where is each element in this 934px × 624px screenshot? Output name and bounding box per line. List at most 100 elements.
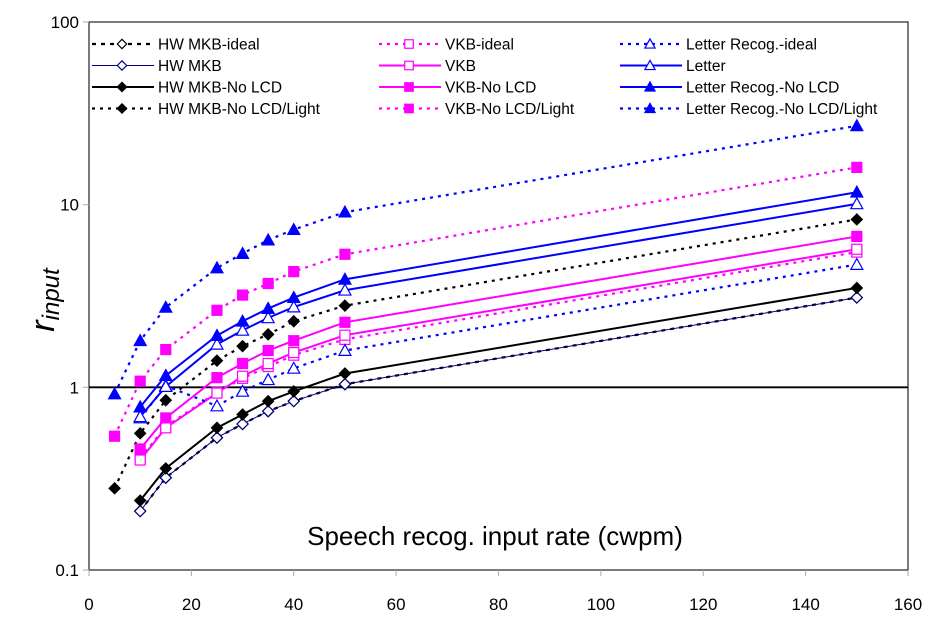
series-line xyxy=(139,248,857,461)
data-point xyxy=(287,394,301,408)
legend-marker xyxy=(116,102,128,115)
data-point xyxy=(849,118,864,132)
legend-label: Letter Recog.-No LCD xyxy=(686,80,839,97)
data-point xyxy=(339,329,351,341)
legend-marker xyxy=(643,80,657,92)
series-hw-mkb-no-lcd-light xyxy=(108,213,864,495)
data-point xyxy=(261,310,276,324)
legend-marker xyxy=(116,59,128,72)
data-point xyxy=(286,290,301,303)
data-point xyxy=(236,357,249,370)
data-point xyxy=(339,248,351,260)
x-tick-label: 80 xyxy=(489,595,508,614)
data-point xyxy=(339,316,351,328)
data-point xyxy=(211,304,223,316)
data-point xyxy=(262,277,274,290)
series-line xyxy=(113,124,857,395)
series-letter-recog-ideal xyxy=(133,257,864,424)
data-point xyxy=(209,260,224,274)
data-point xyxy=(338,377,352,391)
legend-item: Letter xyxy=(620,58,726,75)
x-tick-label: 120 xyxy=(689,595,717,614)
x-tick-label: 100 xyxy=(587,595,615,614)
legend-label: Letter Recog.-ideal xyxy=(686,37,817,54)
legend-item: VKB-No LCD/Light xyxy=(379,101,575,118)
data-point xyxy=(160,343,172,356)
data-point xyxy=(235,314,250,327)
data-point xyxy=(133,399,148,413)
series-vkb-no-lcd xyxy=(134,230,863,455)
y-axis: 0.1 1 10 100 xyxy=(51,13,89,580)
series-line xyxy=(139,297,857,512)
data-point xyxy=(235,246,250,259)
y-axis-label-main: r xyxy=(24,319,62,332)
data-point xyxy=(261,372,276,386)
legend-label: VKB-No LCD xyxy=(445,80,536,97)
data-point xyxy=(337,343,352,356)
data-point xyxy=(286,299,301,313)
legend-marker xyxy=(404,60,414,71)
data-point xyxy=(851,230,863,243)
data-point xyxy=(133,494,147,507)
legend-label: VKB xyxy=(445,58,476,75)
data-point xyxy=(287,314,301,328)
series-letter-recog-no-lcd xyxy=(133,184,864,413)
data-point xyxy=(286,361,301,374)
series-line xyxy=(139,202,857,418)
data-point xyxy=(133,426,147,440)
legend-item: Letter Recog.-No LCD/Light xyxy=(620,101,878,118)
data-point xyxy=(160,412,172,424)
data-point xyxy=(211,372,223,384)
legend-item: HW MKB-No LCD/Light xyxy=(92,101,321,118)
data-point xyxy=(211,387,223,399)
data-point xyxy=(134,443,146,455)
data-point xyxy=(209,337,224,350)
data-point xyxy=(160,422,172,434)
series-line xyxy=(139,263,857,419)
series-vkb-ideal xyxy=(134,246,863,464)
y-tick-label: 1 xyxy=(70,378,79,397)
data-point xyxy=(158,300,173,313)
data-point xyxy=(849,184,864,198)
x-tick-label: 160 xyxy=(894,595,922,614)
data-point xyxy=(851,243,863,255)
data-point xyxy=(849,257,864,270)
legend-label: VKB-No LCD/Light xyxy=(445,101,575,118)
series-line xyxy=(139,251,857,459)
legend-item: HW MKB xyxy=(92,58,222,75)
legend-item: Letter Recog.-ideal xyxy=(620,37,817,54)
legend-box xyxy=(90,23,907,118)
legend-item: VKB-ideal xyxy=(379,37,514,54)
series-line xyxy=(139,191,857,408)
data-point xyxy=(261,404,275,418)
legend-label: Letter Recog.-No LCD/Light xyxy=(686,101,878,118)
series-hw-mkb xyxy=(133,291,864,518)
data-point xyxy=(235,323,250,336)
data-point xyxy=(338,299,352,313)
x-axis: 0 20 40 60 80 100 120 140 160 xyxy=(84,570,922,614)
data-point xyxy=(262,344,274,357)
data-point xyxy=(210,354,224,367)
legend-marker xyxy=(404,39,414,49)
y-axis-label-subscript: input xyxy=(38,267,65,320)
data-point xyxy=(261,301,276,314)
legend-label: HW MKB-No LCD/Light xyxy=(158,101,321,118)
legend-marker xyxy=(643,37,657,49)
legend-label: HW MKB xyxy=(158,58,222,75)
data-point xyxy=(851,161,863,173)
y-tick-label: 0.1 xyxy=(55,561,79,580)
series-vkb xyxy=(134,243,863,466)
legend-item: VKB xyxy=(379,58,476,75)
data-point xyxy=(108,430,121,442)
x-tick-label: 40 xyxy=(284,595,303,614)
data-point xyxy=(210,431,224,445)
legend-label: Letter xyxy=(686,58,726,75)
series-line xyxy=(139,235,857,450)
series-line xyxy=(139,296,857,512)
legend-marker xyxy=(404,82,414,92)
data-point xyxy=(133,409,148,423)
data-point xyxy=(159,462,173,475)
legend-item: HW MKB-ideal xyxy=(92,37,260,54)
data-point xyxy=(134,375,146,387)
